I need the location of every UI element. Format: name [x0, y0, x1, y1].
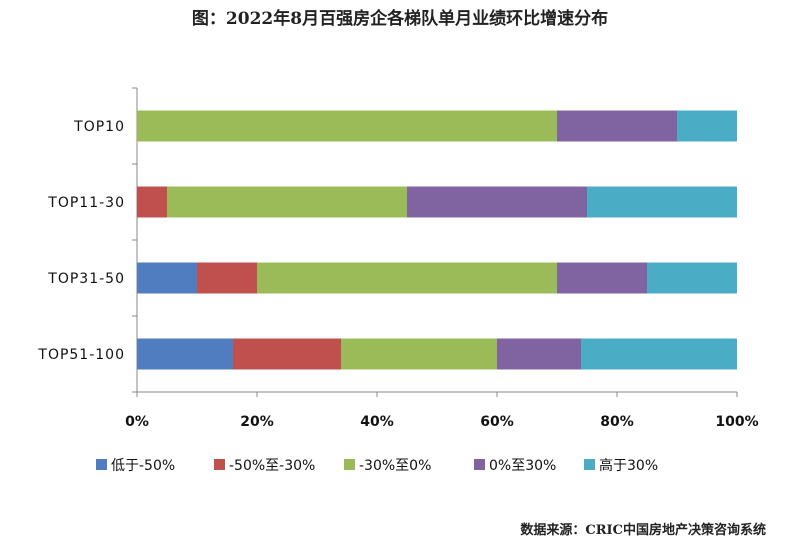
x-tick-label: 20%	[240, 414, 274, 430]
bar-segment-2-4	[407, 186, 587, 218]
category-label: TOP10	[73, 119, 125, 135]
bar-segment-3-3	[257, 262, 557, 294]
bar-segment-3-4	[557, 262, 647, 294]
legend-swatch	[96, 459, 107, 470]
bar-segment-2-3	[167, 186, 407, 218]
legend-label: -50%至-30%	[229, 458, 315, 474]
x-tick-label: 60%	[480, 414, 514, 430]
x-tick-label: 100%	[715, 414, 758, 430]
bar-segment-3-2	[197, 262, 257, 294]
legend-swatch	[584, 459, 595, 470]
bar-segment-2-5	[587, 186, 737, 218]
bar-segment-4-1	[137, 338, 233, 370]
legend-swatch	[474, 459, 485, 470]
bar-segment-4-3	[341, 338, 497, 370]
bar-segment-2-2	[137, 186, 167, 218]
bar-segment-4-5	[581, 338, 737, 370]
category-label: TOP31-50	[47, 271, 125, 287]
legend-label: 高于30%	[599, 457, 658, 474]
bar-segment-3-5	[647, 262, 737, 294]
x-tick-label: 40%	[360, 414, 394, 430]
legend-label: 0%至30%	[489, 458, 556, 474]
bar-segment-1-4	[557, 110, 677, 142]
category-label: TOP51-100	[37, 347, 125, 363]
legend-label: 低于-50%	[111, 458, 175, 474]
legend-swatch	[214, 459, 225, 470]
chart-title: 图：2022年8月百强房企各梯队单月业绩环比增速分布	[191, 9, 609, 29]
bar-segment-3-1	[137, 262, 197, 294]
legend-swatch	[344, 459, 355, 470]
bar-segment-1-3	[137, 110, 557, 142]
category-label: TOP11-30	[47, 195, 125, 211]
x-tick-label: 0%	[125, 414, 149, 430]
bar-segment-4-2	[233, 338, 341, 370]
legend-label: -30%至0%	[359, 458, 431, 474]
bar-segment-4-4	[497, 338, 581, 370]
x-tick-label: 80%	[600, 414, 634, 430]
chart-source: 数据来源：CRIC中国房地产决策咨询系统	[520, 523, 766, 538]
bar-segment-1-5	[677, 110, 737, 142]
